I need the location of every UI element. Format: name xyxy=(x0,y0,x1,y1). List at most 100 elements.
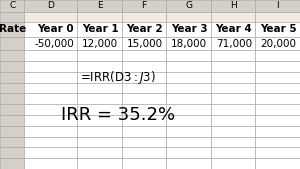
Bar xyxy=(167,72,211,83)
Bar xyxy=(77,147,122,158)
Bar xyxy=(122,115,166,126)
Bar xyxy=(167,22,211,37)
Bar xyxy=(77,137,122,147)
Bar xyxy=(167,37,211,50)
Text: Rate: Rate xyxy=(0,24,26,34)
Bar xyxy=(24,12,77,22)
Bar xyxy=(167,126,211,137)
Bar xyxy=(211,0,256,12)
Bar xyxy=(122,83,166,93)
Bar xyxy=(77,93,122,104)
Text: I: I xyxy=(276,2,279,10)
Bar xyxy=(77,50,122,61)
Bar xyxy=(0,22,24,37)
Text: 18,000: 18,000 xyxy=(171,39,207,49)
Bar xyxy=(122,104,166,115)
Bar xyxy=(122,93,166,104)
Bar xyxy=(122,12,166,22)
Bar xyxy=(0,137,24,147)
Text: Year 5: Year 5 xyxy=(260,24,296,34)
Bar xyxy=(211,93,256,104)
Text: 12,000: 12,000 xyxy=(82,39,118,49)
Bar xyxy=(211,12,256,22)
Bar xyxy=(256,147,300,158)
Bar xyxy=(0,115,24,126)
Bar xyxy=(77,104,122,115)
Bar xyxy=(122,37,166,50)
Bar xyxy=(256,93,300,104)
Bar xyxy=(24,147,77,158)
Bar xyxy=(122,147,166,158)
Bar xyxy=(122,158,166,169)
Bar xyxy=(77,158,122,169)
Bar xyxy=(256,104,300,115)
Bar xyxy=(0,0,24,12)
Bar xyxy=(77,61,122,72)
Bar xyxy=(24,126,77,137)
Bar xyxy=(24,104,77,115)
Bar xyxy=(211,72,256,83)
Bar xyxy=(122,50,166,61)
Bar xyxy=(122,72,166,83)
Bar xyxy=(77,37,122,50)
Text: Year 2: Year 2 xyxy=(126,24,163,34)
Bar xyxy=(24,137,77,147)
Bar xyxy=(122,22,166,37)
Bar xyxy=(24,22,77,37)
Text: =IRR(D$3:J$3): =IRR(D$3:J$3) xyxy=(80,69,156,86)
Bar xyxy=(77,22,122,37)
Bar xyxy=(24,61,77,72)
Text: IRR = 35.2%: IRR = 35.2% xyxy=(61,106,175,124)
Text: F: F xyxy=(142,2,147,10)
Bar xyxy=(122,137,166,147)
Bar xyxy=(122,61,166,72)
Bar xyxy=(167,115,211,126)
Bar xyxy=(0,93,24,104)
Bar xyxy=(77,115,122,126)
Bar xyxy=(77,83,122,93)
Bar xyxy=(0,37,24,50)
Text: Year 3: Year 3 xyxy=(171,24,207,34)
Bar xyxy=(256,12,300,22)
Text: 71,000: 71,000 xyxy=(216,39,252,49)
Bar xyxy=(0,50,24,61)
Bar xyxy=(0,72,24,83)
Text: Year 0: Year 0 xyxy=(37,24,74,34)
Bar xyxy=(24,93,77,104)
Text: -50,000: -50,000 xyxy=(34,39,74,49)
Bar xyxy=(0,104,24,115)
Bar xyxy=(0,83,24,93)
Bar xyxy=(256,72,300,83)
Bar xyxy=(211,50,256,61)
Bar xyxy=(256,158,300,169)
Bar xyxy=(167,104,211,115)
Text: H: H xyxy=(230,2,237,10)
Bar xyxy=(24,72,77,83)
Bar xyxy=(211,115,256,126)
Bar xyxy=(211,83,256,93)
Bar xyxy=(211,37,256,50)
Bar xyxy=(167,93,211,104)
Bar xyxy=(24,0,77,12)
Bar xyxy=(24,37,77,50)
Bar xyxy=(167,61,211,72)
Bar xyxy=(77,12,122,22)
Bar xyxy=(256,37,300,50)
Text: C: C xyxy=(9,2,15,10)
Bar xyxy=(24,158,77,169)
Bar xyxy=(167,0,211,12)
Text: D: D xyxy=(47,2,54,10)
Bar xyxy=(211,158,256,169)
Bar xyxy=(167,158,211,169)
Bar xyxy=(77,72,122,83)
Bar xyxy=(211,147,256,158)
Bar xyxy=(0,147,24,158)
Text: Year 1: Year 1 xyxy=(82,24,118,34)
Bar xyxy=(256,61,300,72)
Bar xyxy=(24,50,77,61)
Bar xyxy=(256,83,300,93)
Bar xyxy=(0,158,24,169)
Bar xyxy=(256,0,300,12)
Bar xyxy=(167,147,211,158)
Bar xyxy=(0,12,24,22)
